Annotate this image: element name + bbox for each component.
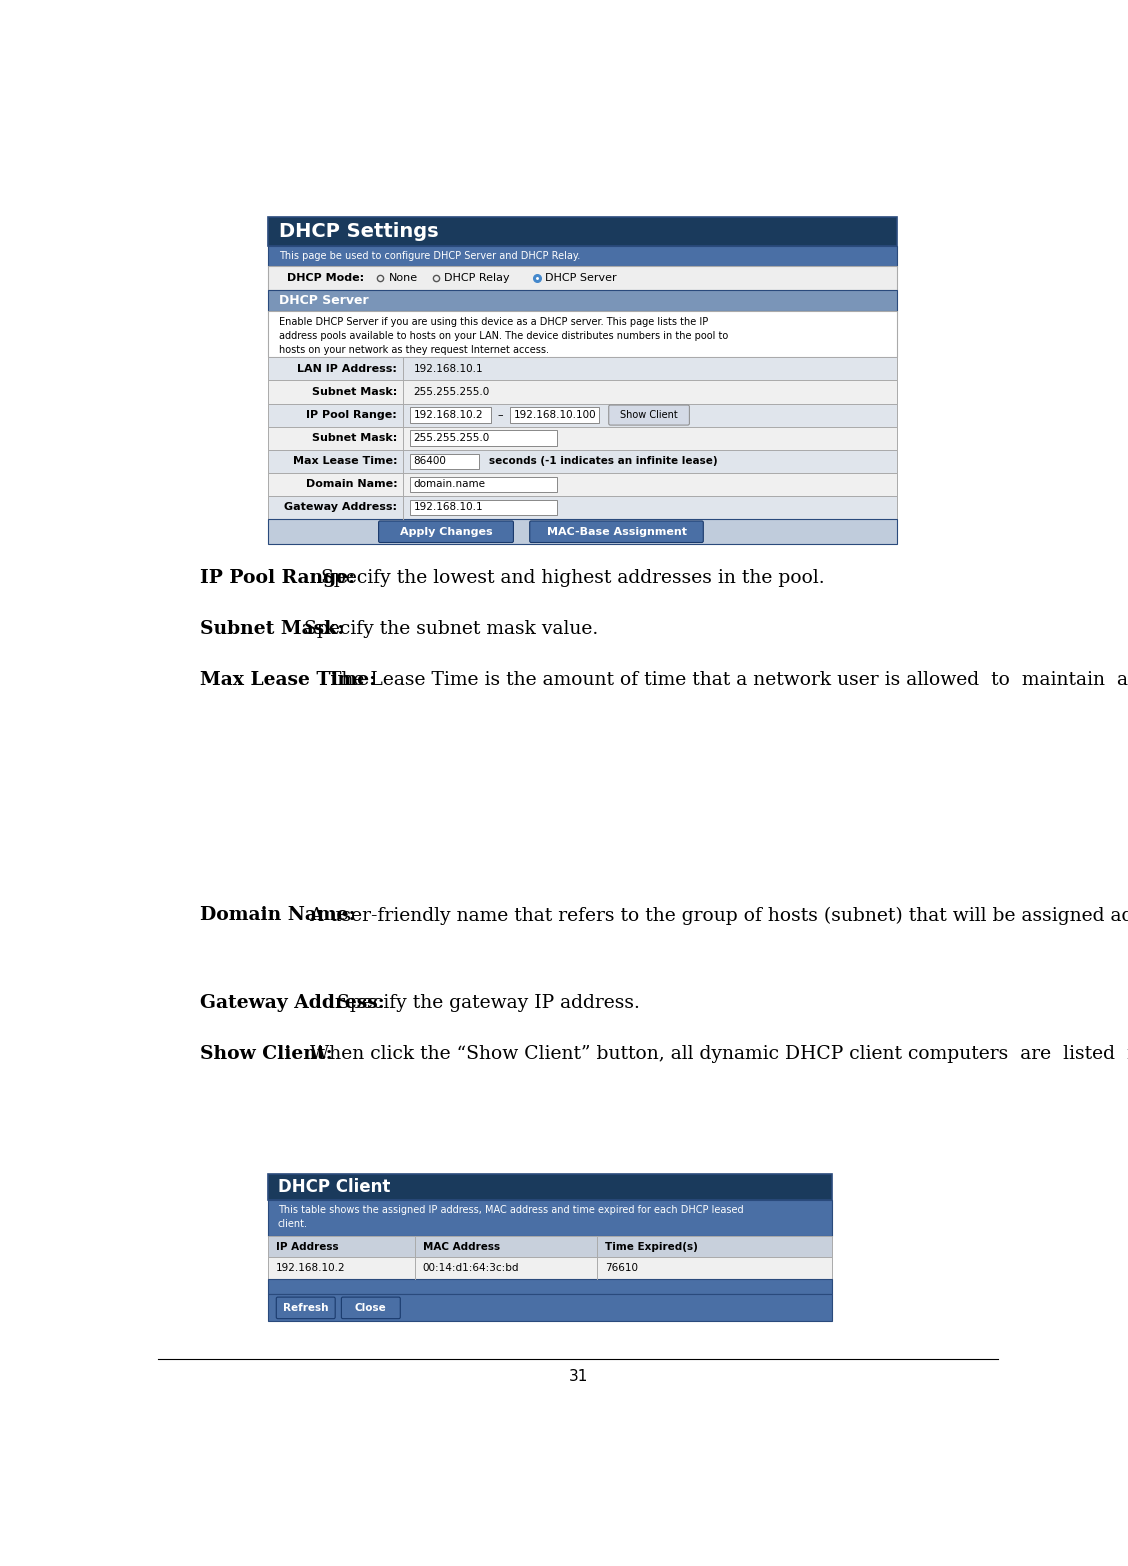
Text: Specify the subnet mask value.: Specify the subnet mask value. — [299, 620, 599, 637]
Text: Show Client: Show Client — [620, 410, 678, 420]
Bar — [267, 290, 897, 312]
Text: LAN IP Address:: LAN IP Address: — [298, 363, 397, 374]
Text: MAC-Base Assignment: MAC-Base Assignment — [546, 526, 687, 537]
Text: Refresh: Refresh — [283, 1303, 328, 1312]
Bar — [267, 312, 897, 357]
Bar — [267, 1295, 831, 1322]
Text: Subnet Mask:: Subnet Mask: — [312, 434, 397, 443]
Bar — [267, 1257, 831, 1279]
Text: 255.255.255.0: 255.255.255.0 — [414, 434, 490, 443]
Bar — [409, 454, 479, 468]
Text: 192.168.10.1: 192.168.10.1 — [414, 503, 483, 512]
Text: domain.name: domain.name — [414, 479, 485, 489]
FancyBboxPatch shape — [379, 521, 513, 542]
Text: Gateway Address:: Gateway Address: — [284, 503, 397, 512]
Text: Show Client:: Show Client: — [201, 1045, 333, 1063]
Text: Gateway Address:: Gateway Address: — [201, 994, 385, 1012]
Bar — [267, 496, 897, 518]
Bar — [267, 246, 897, 266]
Bar — [267, 1174, 831, 1201]
Text: Subnet Mask:: Subnet Mask: — [312, 387, 397, 396]
Text: When click the “Show Client” button, all dynamic DHCP client computers  are  lis: When click the “Show Client” button, all… — [299, 1045, 1128, 1063]
Text: Time Expired(s): Time Expired(s) — [605, 1242, 698, 1251]
Text: This table shows the assigned IP address, MAC address and time expired for each : This table shows the assigned IP address… — [277, 1206, 743, 1229]
Text: 00:14:d1:64:3c:bd: 00:14:d1:64:3c:bd — [423, 1264, 519, 1273]
Text: The Lease Time is the amount of time that a network user is allowed  to  maintai: The Lease Time is the amount of time tha… — [323, 670, 1128, 689]
Text: This page be used to configure DHCP Server and DHCP Relay.: This page be used to configure DHCP Serv… — [280, 252, 581, 262]
Bar — [267, 381, 897, 404]
Text: –: – — [497, 410, 503, 420]
Bar — [510, 407, 599, 423]
Text: Max Lease Time:: Max Lease Time: — [292, 456, 397, 467]
Text: 86400: 86400 — [414, 456, 447, 467]
FancyBboxPatch shape — [276, 1297, 335, 1319]
Text: None: None — [389, 272, 417, 283]
FancyBboxPatch shape — [342, 1297, 400, 1319]
Bar — [267, 404, 897, 426]
Text: IP Address: IP Address — [275, 1242, 338, 1251]
Text: A user-friendly name that refers to the group of hosts (subnet) that will be ass: A user-friendly name that refers to the … — [299, 907, 1128, 924]
Text: seconds (-1 indicates an infinite lease): seconds (-1 indicates an infinite lease) — [488, 456, 717, 467]
Text: DHCP Settings: DHCP Settings — [280, 222, 439, 241]
Text: DHCP Server: DHCP Server — [545, 272, 617, 283]
Bar — [409, 500, 557, 515]
Bar — [267, 218, 897, 246]
Bar — [267, 449, 897, 473]
Text: Apply Changes: Apply Changes — [399, 526, 492, 537]
Text: DHCP Mode:: DHCP Mode: — [288, 272, 364, 283]
Bar — [267, 1279, 831, 1295]
Text: Specify the lowest and highest addresses in the pool.: Specify the lowest and highest addresses… — [315, 568, 825, 587]
Text: 192.168.10.2: 192.168.10.2 — [414, 410, 483, 420]
Text: DHCP Client: DHCP Client — [277, 1178, 390, 1196]
Text: IP Pool Range:: IP Pool Range: — [307, 410, 397, 420]
FancyBboxPatch shape — [530, 521, 704, 542]
Text: 192.168.10.1: 192.168.10.1 — [414, 363, 483, 374]
Text: DHCP Server: DHCP Server — [280, 294, 369, 307]
Bar — [409, 431, 557, 446]
Bar — [267, 266, 897, 290]
Bar — [409, 476, 557, 492]
Bar — [267, 426, 897, 449]
Text: MAC Address: MAC Address — [423, 1242, 500, 1251]
Bar — [267, 473, 897, 496]
Bar — [267, 1236, 831, 1257]
Text: 76610: 76610 — [605, 1264, 638, 1273]
Text: Domain Name:: Domain Name: — [201, 907, 356, 924]
Text: Close: Close — [355, 1303, 387, 1312]
Text: Subnet Mask:: Subnet Mask: — [201, 620, 345, 637]
Text: IP Pool Range:: IP Pool Range: — [201, 568, 355, 587]
Bar — [267, 1201, 831, 1236]
Bar — [409, 407, 491, 423]
Text: 192.168.10.2: 192.168.10.2 — [275, 1264, 345, 1273]
Text: 192.168.10.100: 192.168.10.100 — [513, 410, 596, 420]
Text: 255.255.255.0: 255.255.255.0 — [414, 387, 490, 396]
Text: Specify the gateway IP address.: Specify the gateway IP address. — [331, 994, 640, 1012]
FancyBboxPatch shape — [609, 406, 689, 424]
Text: Max Lease Time:: Max Lease Time: — [201, 670, 377, 689]
Bar — [267, 518, 897, 545]
Text: 31: 31 — [569, 1369, 588, 1384]
Text: DHCP Relay: DHCP Relay — [444, 272, 510, 283]
Text: Domain Name:: Domain Name: — [306, 479, 397, 489]
Text: Enable DHCP Server if you are using this device as a DHCP server. This page list: Enable DHCP Server if you are using this… — [280, 316, 729, 354]
Bar — [267, 357, 897, 381]
